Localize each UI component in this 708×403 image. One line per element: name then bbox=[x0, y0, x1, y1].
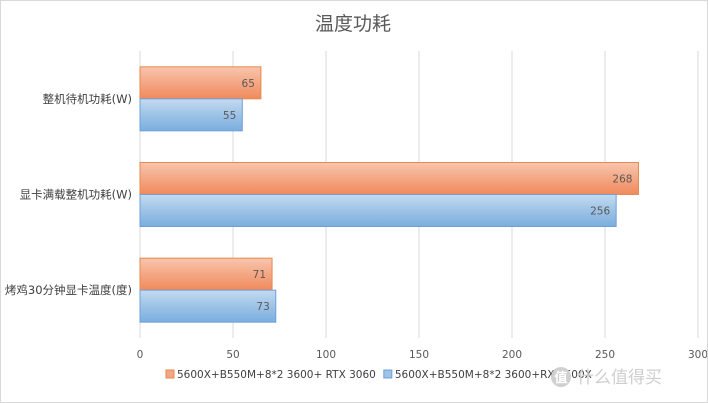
category-labels: 整机待机功耗(W) 显卡满载整机功耗(W) 烤鸡30分钟显卡温度(度) bbox=[5, 92, 132, 297]
x-tick-label: 0 bbox=[137, 349, 144, 361]
x-tick-label: 300 bbox=[688, 349, 707, 361]
legend-entry: 5600X+B550M+8*2 3600+RX 5600X bbox=[395, 369, 592, 381]
legend: 5600X+B550M+8*2 3600+ RTX 3060 5600X+B550… bbox=[165, 369, 592, 381]
data-label: 71 bbox=[253, 269, 266, 281]
legend-entry: 5600X+B550M+8*2 3600+ RTX 3060 bbox=[177, 369, 376, 381]
zhi-logo-icon bbox=[551, 367, 571, 387]
legend-swatch bbox=[383, 369, 393, 379]
x-tick-label: 100 bbox=[316, 349, 336, 361]
x-tick-label: 200 bbox=[502, 349, 522, 361]
category-label: 显卡满载整机功耗(W) bbox=[20, 188, 132, 202]
category-label: 整机待机功耗(W) bbox=[43, 92, 132, 106]
watermark: 值 什么值得买 bbox=[551, 367, 662, 388]
bar bbox=[139, 162, 639, 195]
x-tick-label: 250 bbox=[595, 349, 615, 361]
bar bbox=[139, 289, 277, 323]
data-label: 55 bbox=[223, 110, 236, 122]
watermark-text: 什么值得买 bbox=[577, 368, 662, 388]
bar bbox=[139, 194, 617, 227]
bar bbox=[139, 98, 243, 132]
x-tick-labels: 0 50 100 150 200 250 300 bbox=[137, 349, 707, 361]
zhi-logo-glyph: 值 bbox=[554, 370, 567, 386]
legend-swatch bbox=[165, 369, 175, 379]
category-label: 烤鸡30分钟显卡温度(度) bbox=[5, 283, 132, 297]
data-label: 73 bbox=[256, 301, 269, 313]
x-tick-label: 150 bbox=[409, 349, 429, 361]
bars: 65 55 268 256 71 73 bbox=[139, 66, 639, 323]
x-tick-label: 50 bbox=[226, 349, 239, 361]
data-label: 256 bbox=[590, 206, 610, 218]
data-label: 65 bbox=[242, 78, 255, 90]
data-label: 268 bbox=[612, 174, 632, 186]
chart-title: 温度功耗 bbox=[315, 13, 391, 35]
bar bbox=[139, 257, 273, 291]
